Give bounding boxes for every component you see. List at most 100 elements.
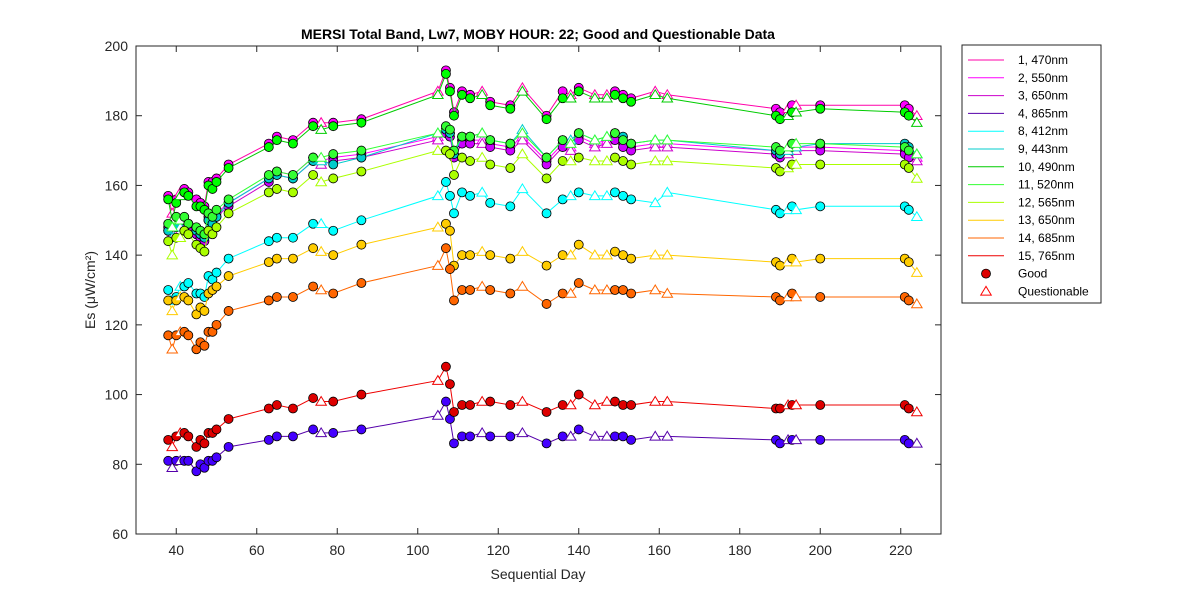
x-tick-label: 200 — [809, 542, 833, 558]
questionable-point — [476, 127, 489, 138]
questionable-point — [661, 186, 674, 197]
good-point — [610, 431, 620, 442]
good-point — [626, 400, 636, 410]
questionable-point — [600, 130, 614, 141]
legend-label: 10, 490nm — [1018, 160, 1075, 174]
good-point — [163, 295, 174, 306]
questionable-point — [789, 158, 803, 169]
x-axis-title: Sequential Day — [491, 566, 586, 582]
questionable-point — [588, 134, 601, 145]
good-point — [441, 177, 451, 187]
questionable-point — [649, 134, 662, 145]
good-point — [163, 330, 174, 341]
good-point — [457, 187, 467, 198]
good-point — [288, 187, 298, 198]
questionable-point — [431, 189, 445, 201]
good-point — [263, 257, 274, 268]
good-point — [356, 278, 367, 288]
good-point — [573, 86, 584, 97]
good-point — [626, 159, 636, 170]
good-point — [465, 400, 475, 410]
questionable-point — [600, 155, 614, 166]
legend-item: Good — [981, 267, 1047, 281]
good-point — [199, 246, 210, 257]
good-point — [465, 285, 475, 295]
series-9 — [163, 144, 923, 260]
legend-label: Questionable — [1018, 284, 1089, 298]
good-point — [445, 190, 455, 201]
plot-area — [136, 46, 941, 534]
questionable-point — [166, 440, 179, 452]
y-tick-label: 120 — [105, 317, 129, 333]
good-point — [815, 103, 826, 114]
good-point — [618, 135, 628, 146]
good-point — [441, 396, 451, 407]
questionable-point — [910, 172, 923, 183]
good-point — [328, 250, 339, 261]
good-point — [815, 400, 826, 410]
legend-label: 15, 765nm — [1018, 249, 1075, 263]
good-point — [163, 194, 174, 205]
legend-item: 14, 685nm — [968, 231, 1075, 245]
good-point — [288, 292, 298, 302]
good-point — [903, 257, 914, 268]
good-point — [263, 434, 274, 445]
questionable-point — [789, 137, 803, 148]
good-point — [263, 236, 274, 247]
good-point — [356, 117, 367, 128]
good-point — [465, 431, 475, 442]
good-point — [308, 243, 319, 254]
good-point — [288, 253, 298, 264]
good-point — [163, 285, 174, 295]
legend-label: 11, 520nm — [1018, 178, 1074, 192]
good-point — [445, 225, 455, 236]
good-point — [505, 138, 516, 149]
questionable-point — [516, 148, 529, 159]
legend-label: 3, 650nm — [1018, 89, 1068, 103]
good-point — [356, 424, 367, 435]
questionable-point — [649, 430, 662, 441]
good-point — [457, 89, 467, 100]
questionable-point — [315, 284, 328, 295]
series-11 — [163, 243, 923, 355]
good-point — [541, 208, 552, 219]
good-point — [223, 271, 234, 281]
legend-item: 11, 520nm — [968, 178, 1074, 192]
ticks-layer: 40 60 80 100 120 140 160 180 200 220 60 80 100 120 140… — [105, 38, 941, 558]
good-point — [328, 225, 339, 236]
good-point — [271, 400, 282, 410]
good-point — [618, 431, 628, 442]
good-point — [211, 222, 222, 233]
legend-item: 12, 565nm — [968, 195, 1075, 209]
good-point — [211, 424, 222, 435]
axes-box — [135, 45, 942, 535]
good-point — [211, 452, 222, 463]
good-point — [449, 110, 459, 121]
legend-label: 13, 650nm — [1018, 213, 1075, 227]
questionable-point — [600, 92, 614, 103]
questionable-point — [516, 395, 529, 406]
axes-layer — [135, 45, 942, 535]
series-7 — [163, 68, 923, 225]
good-point — [211, 267, 222, 278]
good-point — [610, 128, 620, 139]
legend-label: 4, 865nm — [1018, 106, 1068, 120]
good-point — [541, 152, 552, 163]
questionable-point — [315, 426, 328, 438]
good-point — [449, 170, 459, 180]
questionable-point — [588, 155, 601, 166]
good-point — [183, 190, 194, 201]
good-point — [457, 400, 467, 410]
good-point — [573, 239, 584, 250]
good-point — [308, 393, 319, 403]
good-point — [183, 431, 194, 442]
series-layer — [163, 65, 923, 477]
good-point — [271, 184, 282, 194]
good-point — [903, 163, 914, 173]
good-point — [183, 455, 194, 466]
legend-item: 8, 412nm — [968, 124, 1068, 138]
good-point — [610, 396, 620, 407]
legend-item: 13, 650nm — [968, 213, 1075, 227]
legend-questionable-marker — [979, 285, 993, 296]
questionable-point — [910, 148, 923, 159]
